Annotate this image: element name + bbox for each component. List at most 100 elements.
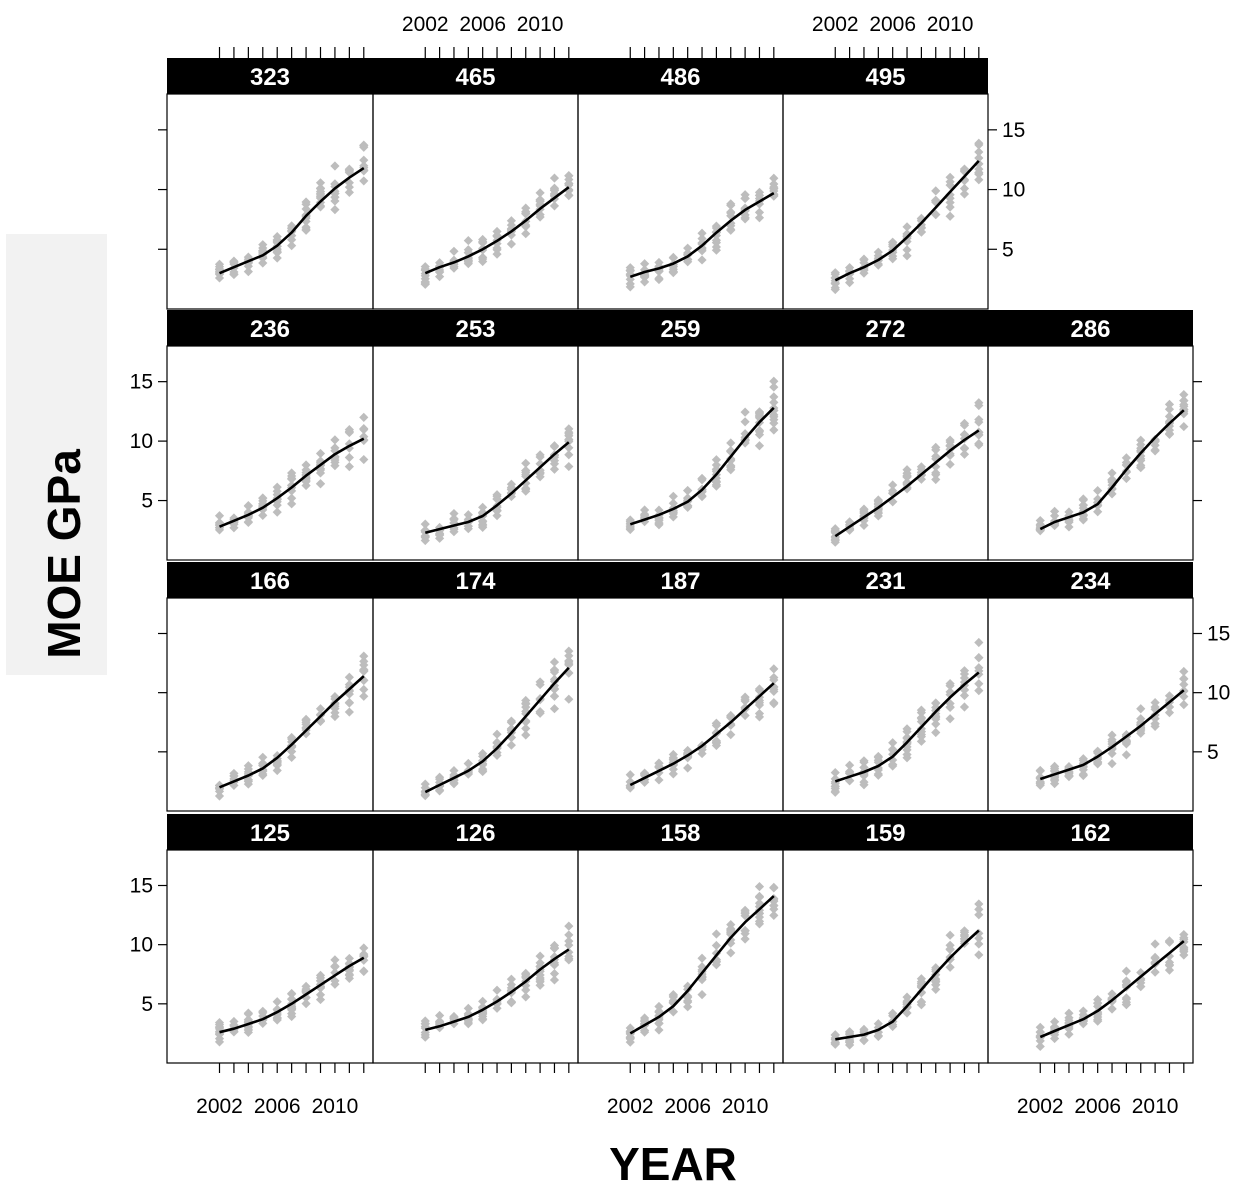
data-point	[463, 1003, 473, 1013]
panel-strip-label: 234	[1070, 568, 1111, 595]
data-point	[258, 258, 268, 268]
data-point	[711, 956, 721, 966]
panel-frame	[577, 597, 784, 812]
data-point	[754, 207, 765, 217]
data-point	[845, 768, 855, 779]
data-point	[1121, 739, 1131, 749]
data-point	[654, 505, 664, 515]
panels-layer: 323 465 486 495 236 253 259 272 286 166 174 187 231 2…	[166, 58, 1194, 1064]
data-point	[492, 750, 502, 760]
data-point	[287, 221, 297, 231]
data-point	[888, 1021, 898, 1032]
data-point	[1164, 404, 1175, 414]
data-point	[859, 780, 869, 790]
data-point	[654, 518, 664, 528]
data-point	[726, 224, 736, 234]
panel-strip	[167, 58, 373, 94]
y-tick-label: 15	[1002, 119, 1025, 142]
data-point	[1078, 495, 1088, 505]
data-point	[521, 458, 531, 468]
data-point	[229, 259, 239, 269]
data-point	[959, 449, 970, 459]
data-point	[287, 752, 297, 762]
data-point	[287, 241, 297, 251]
panel-strip	[373, 310, 578, 346]
data-point	[243, 501, 253, 511]
data-point	[959, 685, 970, 695]
data-point	[478, 521, 488, 531]
data-point	[1093, 1016, 1103, 1026]
axes-layer: 5 10 15 5 10 15 5 10 15 5 10 15 2002 2006 2010 2002 2006…	[130, 13, 1231, 1118]
trend-line	[834, 671, 980, 783]
data-point	[711, 738, 721, 748]
data-point	[945, 435, 955, 445]
y-tick-label: 15	[130, 875, 153, 898]
data-point	[931, 451, 941, 461]
data-point	[492, 729, 502, 739]
data-point	[506, 732, 516, 743]
data-point	[420, 519, 430, 529]
data-point	[1121, 460, 1131, 470]
data-point	[1035, 1022, 1045, 1032]
data-point	[564, 940, 574, 950]
data-point	[359, 691, 369, 701]
y-tick-label: 15	[1207, 623, 1230, 646]
data-point	[478, 238, 488, 248]
data-point	[754, 684, 765, 694]
data-point	[549, 464, 560, 474]
data-point	[506, 725, 516, 735]
panel-frame	[372, 597, 579, 812]
data-point	[945, 702, 955, 712]
data-point	[873, 259, 883, 269]
data-point	[916, 987, 926, 997]
data-point	[902, 471, 912, 481]
data-point	[1179, 699, 1189, 710]
data-point	[1050, 765, 1060, 775]
panel-495: 495	[782, 58, 989, 310]
data-point	[683, 992, 693, 1002]
data-point	[243, 517, 253, 527]
data-point	[916, 216, 926, 226]
data-point	[1035, 779, 1045, 789]
data-point	[959, 666, 970, 676]
data-point	[1150, 721, 1160, 731]
data-point	[1164, 936, 1175, 946]
panel-frame	[166, 849, 374, 1064]
data-point	[1035, 1041, 1045, 1052]
data-point	[859, 1035, 869, 1046]
data-point	[492, 226, 502, 237]
data-point	[1093, 501, 1103, 511]
panel-strip	[373, 562, 578, 598]
data-point	[214, 791, 225, 801]
data-point	[902, 229, 912, 239]
data-point	[1136, 714, 1146, 724]
panel-strip-label: 236	[250, 316, 290, 343]
data-point	[301, 197, 311, 207]
data-point	[830, 787, 840, 797]
panel-strip-label: 159	[865, 820, 905, 847]
data-point	[888, 254, 898, 264]
data-point	[564, 191, 574, 201]
data-point	[549, 173, 560, 183]
data-point	[959, 926, 970, 936]
data-point	[668, 498, 678, 508]
data-point	[1179, 691, 1189, 702]
data-point	[287, 493, 297, 503]
data-point	[359, 675, 369, 685]
data-point	[359, 950, 369, 960]
data-point	[1050, 520, 1060, 531]
data-point	[683, 763, 693, 773]
panel-strip-label: 465	[455, 64, 495, 91]
data-point	[640, 769, 650, 779]
data-point	[564, 947, 574, 957]
data-point	[1035, 524, 1045, 534]
data-point	[683, 485, 693, 496]
panel-231: 231	[782, 562, 989, 812]
data-point	[564, 921, 574, 931]
panel-strip-label: 286	[1070, 316, 1110, 343]
data-point	[697, 744, 707, 755]
data-point	[1150, 939, 1160, 949]
data-point	[640, 1027, 650, 1037]
data-point	[974, 153, 984, 163]
